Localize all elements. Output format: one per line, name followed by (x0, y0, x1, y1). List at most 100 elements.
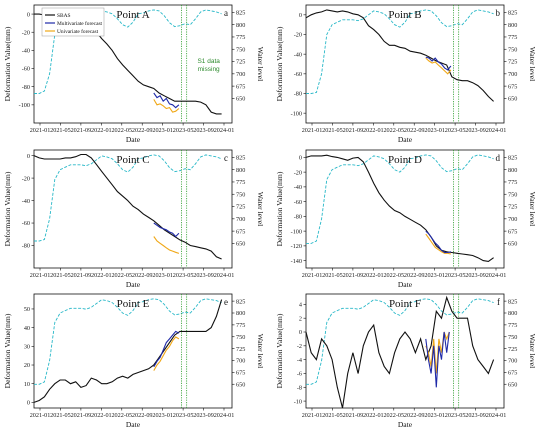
panel-letter: b (496, 8, 501, 18)
y-axis-title: Deformation Value(mm) (3, 171, 12, 246)
x-tick-label: 2023-05 (445, 272, 466, 279)
y2-tick-label: 650 (508, 241, 517, 248)
y-tick-label: -20 (22, 29, 30, 36)
y2-tick-label: 825 (508, 10, 517, 17)
x-tick-label: 2023-01 (424, 272, 445, 279)
y-tick-label: -60 (22, 66, 30, 73)
x-tick-label: 2022-05 (383, 127, 404, 134)
x-tick-label: 2023-09 (193, 412, 214, 419)
x-axis-title: Date (398, 420, 413, 429)
panel-title: Point E (117, 298, 150, 310)
x-tick-label: 2022-01 (91, 127, 112, 134)
y-tick-label: 0 (27, 153, 30, 160)
y2-axis-title: Water level (256, 47, 265, 82)
y2-tick-label: 700 (236, 358, 245, 365)
x-tick-label: 2021-09 (343, 272, 364, 279)
y-tick-label: -100 (291, 228, 302, 235)
y2-tick-label: 825 (236, 298, 245, 305)
panel-letter: f (497, 297, 500, 307)
y2-tick-label: 750 (508, 334, 517, 341)
univariate-forecast-line (153, 236, 180, 254)
legend-label-multivariate: Multivariate forecast (57, 20, 103, 27)
y2-tick-label: 800 (236, 310, 245, 317)
x-tick-label: 2023-05 (173, 127, 194, 134)
y2-tick-label: 675 (236, 370, 245, 377)
y2-axis-title: Water level (528, 192, 537, 227)
x-tick-label: 2024-01 (486, 272, 507, 279)
y-tick-label: 10 (24, 381, 30, 388)
y-tick-label: -6 (297, 371, 302, 378)
y2-tick-label: 750 (236, 334, 245, 341)
x-tick-label: 2021-05 (50, 412, 71, 419)
x-tick-label: 2021-09 (71, 412, 92, 419)
y-tick-label: -120 (291, 243, 302, 250)
water-level-line (34, 298, 222, 385)
x-tick-label: 2022-05 (111, 272, 132, 279)
y2-tick-label: 800 (236, 167, 245, 174)
x-axis-title: Date (398, 135, 413, 144)
multivariate-forecast-line (153, 330, 180, 368)
univariate-forecast-line (425, 57, 452, 75)
panel-title: Point F (389, 298, 421, 310)
y-axis-title: Deformation Value(mm) (275, 26, 284, 101)
x-tick-label: 2021-01 (30, 127, 51, 134)
x-tick-label: 2021-09 (343, 412, 364, 419)
y2-tick-label: 700 (508, 358, 517, 365)
y-tick-label: -4 (297, 357, 302, 364)
x-tick-label: 2021-09 (71, 272, 92, 279)
x-tick-label: 2021-01 (30, 272, 51, 279)
panel-f: 2021-01 2021-05 2021-09 2022-01 2022-05 2022-… (275, 293, 537, 429)
panel-c: 2021-01 2021-05 2021-09 2022-01 2022-05 2022-… (3, 149, 265, 289)
water-level-line (34, 154, 222, 242)
multivariate-forecast-line (153, 222, 180, 238)
sbas-line (305, 9, 494, 102)
x-axis-title: Date (126, 280, 141, 289)
sbas-line (33, 153, 222, 260)
x-tick-label: 2024-01 (486, 412, 507, 419)
x-tick-label: 2021-01 (302, 272, 323, 279)
x-tick-label: 2021-05 (50, 127, 71, 134)
x-tick-label: 2023-01 (152, 272, 173, 279)
sbas-line (305, 295, 495, 409)
y2-tick-label: 800 (508, 22, 517, 29)
y2-tick-label: 775 (508, 322, 517, 329)
sbas-line (305, 154, 494, 262)
y2-tick-label: 800 (508, 310, 517, 317)
x-tick-label: 2023-09 (193, 272, 214, 279)
panel-title: Point C (116, 154, 149, 166)
x-tick-label: 2024-01 (486, 127, 507, 134)
x-tick-label: 2024-01 (214, 127, 235, 134)
y-tick-label: -100 (291, 110, 302, 117)
y2-tick-label: 725 (236, 204, 245, 211)
y2-tick-label: 825 (508, 155, 517, 162)
y2-tick-label: 725 (236, 346, 245, 353)
y-axis-title: Deformation Value(mm) (275, 171, 284, 246)
y-tick-label: 0 (299, 329, 302, 336)
multivariate-forecast-line (153, 92, 180, 109)
x-tick-label: 2023-09 (193, 127, 214, 134)
y2-tick-label: 700 (508, 216, 517, 223)
y-tick-label: 0 (27, 400, 30, 407)
y-tick-label: -80 (22, 243, 30, 250)
x-tick-label: 2022-09 (132, 272, 153, 279)
panel-e: 2021-01 2021-05 2021-09 2022-01 2022-05 2022-… (3, 293, 265, 429)
y-tick-label: -140 (291, 258, 302, 265)
x-tick-label: 2023-05 (173, 272, 194, 279)
multivariate-forecast-line (425, 331, 450, 388)
y2-tick-label: 700 (508, 71, 517, 78)
x-tick-label: 2024-01 (214, 272, 235, 279)
x-tick-label: 2022-09 (404, 127, 425, 134)
panel-d: 2021-01 2021-05 2021-09 2022-01 2022-05 2022-… (275, 149, 537, 289)
y2-tick-label: 675 (236, 228, 245, 235)
y2-tick-label: 750 (508, 46, 517, 53)
annotation-text: missing (198, 66, 220, 73)
x-tick-label: 2022-09 (404, 272, 425, 279)
panel-a: 2021-01 2021-05 2021-09 2022-01 2022-05 2022-… (3, 4, 265, 144)
y-tick-label: 20 (24, 362, 30, 369)
y2-tick-label: 825 (236, 10, 245, 17)
y2-tick-label: 775 (236, 179, 245, 186)
y-tick-label: 2 (299, 315, 302, 322)
x-tick-label: 2021-09 (71, 127, 92, 134)
